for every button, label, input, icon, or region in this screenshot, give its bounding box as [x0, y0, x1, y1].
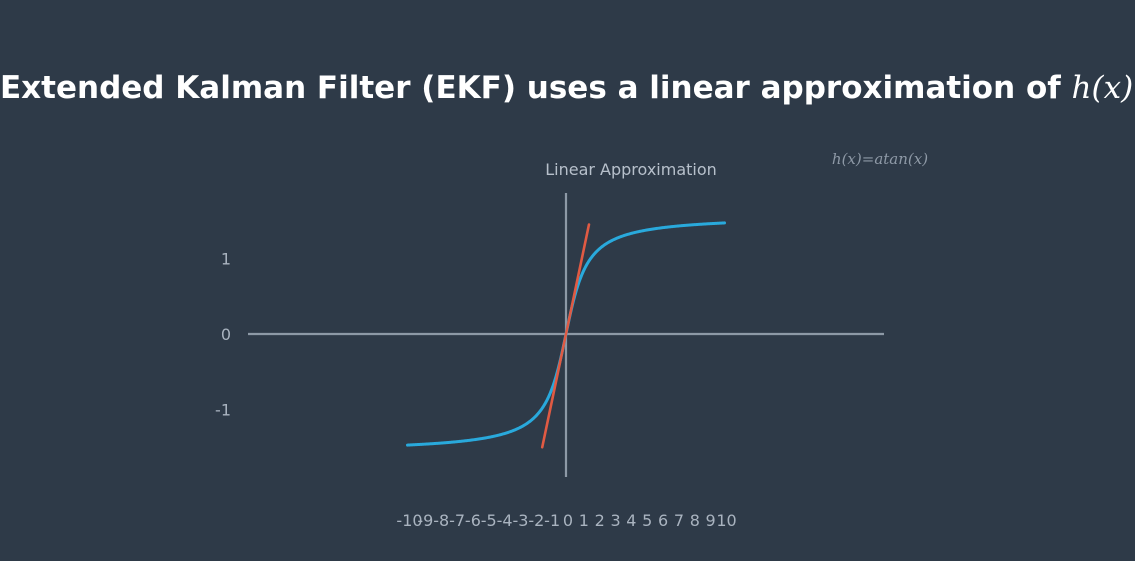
y-tick-label: 0 [221, 325, 231, 344]
linear-approximation-line [540, 223, 591, 449]
function-label: h(x)=atan(x) [832, 150, 928, 168]
x-tick-label: 3 [610, 511, 620, 530]
x-tick-label: 1 [579, 511, 589, 530]
x-tick-label: 8 [690, 511, 700, 530]
title-text: Extended Kalman Filter (EKF) uses a line… [0, 70, 1072, 106]
x-tick-label: 6 [658, 511, 668, 530]
x-tick-label: 7 [674, 511, 684, 530]
x-tick-label: -3 [512, 511, 528, 530]
y-tick-label: 1 [221, 250, 231, 269]
x-tick-label: -9 [417, 511, 433, 530]
x-tick-label: 5 [642, 511, 652, 530]
title-suffix: ! [1133, 70, 1135, 106]
x-tick-label: -6 [465, 511, 481, 530]
slide-title: Extended Kalman Filter (EKF) uses a line… [0, 70, 1135, 106]
x-tick-label: -5 [481, 511, 497, 530]
x-tick-label: 9 [706, 511, 716, 530]
x-tick-label: 2 [595, 511, 605, 530]
x-tick-label: -10 [396, 511, 422, 530]
x-tick-label: -4 [497, 511, 513, 530]
x-tick-label: -1 [544, 511, 560, 530]
x-tick-label: -7 [449, 511, 465, 530]
x-tick-label: 10 [716, 511, 736, 530]
title-math: h(x) [1071, 70, 1134, 106]
x-tick-label: 0 [563, 511, 573, 530]
x-tick-label: 4 [626, 511, 636, 530]
y-tick-label: -1 [215, 401, 231, 420]
linear-approximation-label: Linear Approximation [545, 160, 717, 179]
x-tick-label: -2 [528, 511, 544, 530]
x-tick-label: -8 [433, 511, 449, 530]
